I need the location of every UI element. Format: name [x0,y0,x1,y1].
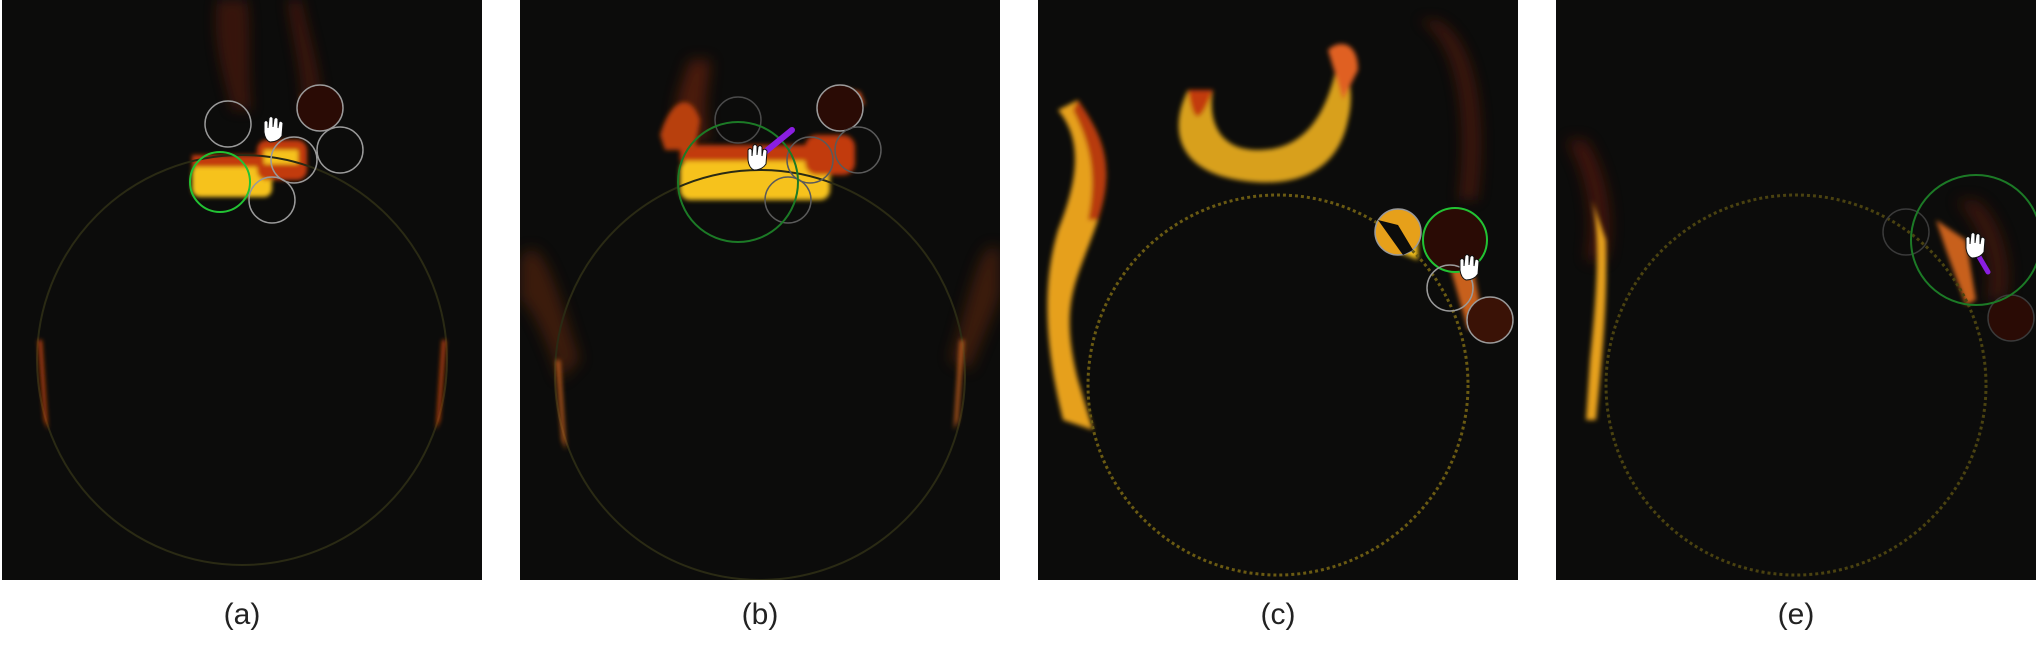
side-flame-right [436,340,446,430]
sensor-ring[interactable] [248,176,296,224]
sensor-shadow [1378,220,1413,255]
panel-b [520,0,1000,580]
sensor-ring[interactable] [270,136,318,184]
simulation-view-a [36,0,448,566]
side-flame-left [556,360,566,450]
sensor-ring[interactable] [296,84,344,132]
sensor-ring[interactable] [204,100,252,148]
domain-boundary [36,154,448,566]
hand-cursor-icon [263,116,284,143]
side-flame-right [954,340,964,430]
sensor-ring[interactable] [1882,208,1930,256]
panel-e [1556,0,2036,580]
pointer-direction [762,127,795,155]
sensor-ring[interactable] [714,96,762,144]
sensor-ring[interactable] [316,126,364,174]
panel-caption: (e) [1777,598,1815,631]
focus-ring[interactable] [677,121,799,243]
panel-caption: (c) [1260,598,1296,631]
smoke-plume [215,0,322,110]
panel-a [2,0,482,580]
simulation-view-c [1047,20,1514,577]
sensor-ring[interactable] [764,176,812,224]
panel-c [1038,0,1518,580]
smoke-plume [520,60,1000,380]
flame-band [1586,200,1976,420]
hand-cursor-icon [1965,232,1986,259]
domain-boundary [1604,193,1988,577]
sensor-ring[interactable] [786,136,834,184]
simulation-view-e [1566,140,2036,577]
focus-ring[interactable] [1910,174,2036,306]
hand-cursor-icon [747,144,768,171]
panel-caption: (a) [223,598,261,631]
domain-boundary [554,169,966,580]
smoke-plume [1418,20,1482,200]
side-flame-left [38,340,48,430]
simulation-view-b [520,60,1000,580]
hand-cursor-icon [1459,254,1480,281]
sensor-ring[interactable] [1466,296,1514,344]
sensor-ring[interactable] [816,84,864,132]
sensor-ring[interactable] [1426,264,1474,312]
panel-caption: (b) [741,598,779,631]
sensor-ring[interactable] [834,126,882,174]
focus-ring[interactable] [189,151,251,213]
pointer-direction [1975,252,1991,275]
smoke-plume [1566,140,2009,300]
domain-boundary [1086,193,1470,577]
